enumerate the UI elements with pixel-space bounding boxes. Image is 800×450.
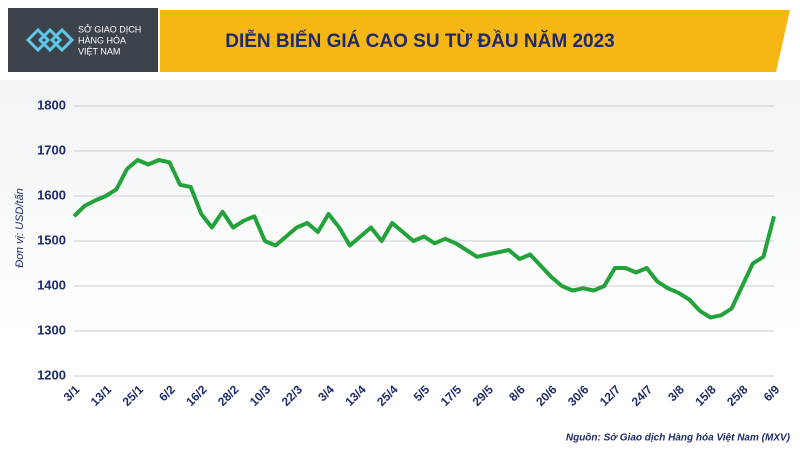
logo-box bbox=[8, 8, 158, 72]
x-tick-label: 6/2 bbox=[156, 382, 178, 404]
x-tick-label: 5/5 bbox=[411, 382, 433, 404]
x-tick-label: 29/5 bbox=[470, 382, 497, 409]
y-tick-label: 1500 bbox=[37, 232, 66, 247]
x-tick-label: 24/7 bbox=[629, 382, 656, 409]
logo-mark bbox=[25, 27, 75, 53]
x-tick-label: 20/6 bbox=[533, 382, 560, 409]
y-tick-label: 1600 bbox=[37, 187, 66, 202]
source-note: Nguồn: Sở Giao dịch Hàng hóa Việt Nam (M… bbox=[566, 432, 791, 444]
title-banner bbox=[160, 10, 790, 72]
x-tick-label: 22/3 bbox=[279, 382, 306, 409]
x-tick-label: 3/4 bbox=[315, 382, 337, 404]
logo-text: SỞ GIAO DỊCH bbox=[78, 23, 141, 34]
y-tick-label: 1800 bbox=[37, 97, 66, 112]
y-tick-label: 1200 bbox=[37, 367, 66, 382]
x-tick-label: 16/2 bbox=[183, 382, 210, 409]
x-tick-label: 3/1 bbox=[61, 382, 83, 404]
x-tick-label: 25/4 bbox=[374, 382, 401, 409]
y-tick-label: 1700 bbox=[37, 142, 66, 157]
x-tick-label: 10/3 bbox=[247, 382, 274, 409]
x-tick-label: 17/5 bbox=[438, 382, 465, 409]
x-tick-label: 15/8 bbox=[692, 382, 719, 409]
x-tick-label: 25/1 bbox=[120, 382, 147, 409]
x-tick-label: 6/9 bbox=[761, 382, 783, 404]
x-tick-label: 13/4 bbox=[342, 382, 369, 409]
x-tick-label: 25/8 bbox=[724, 382, 751, 409]
logo-text: VIỆT NAM bbox=[78, 46, 120, 56]
x-tick-label: 3/8 bbox=[665, 382, 687, 404]
y-axis-label: Đơn vị: USD/tấn bbox=[14, 188, 26, 267]
y-tick-label: 1400 bbox=[37, 277, 66, 292]
x-tick-label: 30/6 bbox=[565, 382, 592, 409]
x-tick-label: 12/7 bbox=[597, 382, 624, 409]
y-tick-label: 1300 bbox=[37, 322, 66, 337]
x-tick-label: 13/1 bbox=[88, 382, 115, 409]
x-tick-label: 8/6 bbox=[506, 382, 528, 404]
logo-text: HÀNG HÓA bbox=[78, 35, 126, 45]
price-line bbox=[72, 158, 776, 320]
chart-title: DIỄN BIẾN GIÁ CAO SU TỪ ĐẦU NĂM 2023 bbox=[225, 30, 614, 52]
x-tick-label: 28/2 bbox=[215, 382, 242, 409]
